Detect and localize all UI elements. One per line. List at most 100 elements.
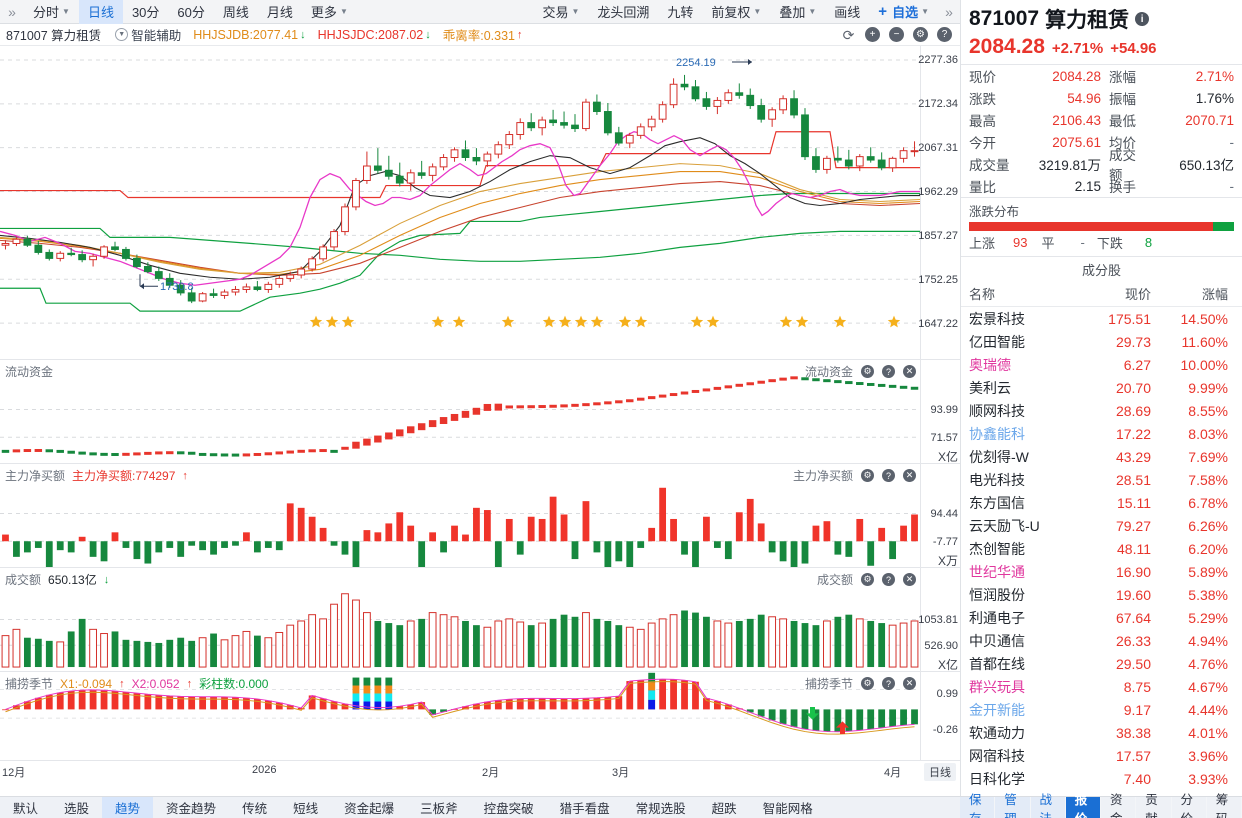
settings-gear-icon[interactable]: ⚙ — [913, 27, 928, 42]
tab-30min[interactable]: 30分 — [123, 0, 168, 24]
stock-row[interactable]: 中贝通信 26.33 4.94% — [961, 629, 1242, 652]
tab-60min[interactable]: 60分 — [168, 0, 213, 24]
stock-change: 5.89% — [1188, 563, 1228, 580]
pane-liquidity[interactable]: 流动资金 流动资金 ⚙ ? ✕ 93.99 71.57 X亿 — [0, 360, 960, 464]
help-icon[interactable]: ? — [937, 27, 952, 42]
stock-change: 4.94% — [1188, 632, 1228, 649]
toolbar-overflow-chevron-icon[interactable]: » — [8, 3, 16, 20]
tab-chips[interactable]: 筹码 — [1206, 793, 1242, 818]
strategy-fund-burst[interactable]: 资金起爆 — [331, 797, 407, 818]
toolbar-right-overflow-icon[interactable]: » — [945, 3, 953, 20]
menu-adjust-forward[interactable]: 前复权 ▼ — [702, 0, 770, 24]
refresh-icon[interactable]: ⟳ — [842, 26, 855, 43]
stock-row[interactable]: 电光科技 28.51 7.58% — [961, 468, 1242, 491]
add-to-watchlist-button[interactable]: + 自选 ▼ — [869, 0, 938, 24]
stock-row[interactable]: 网宿科技 17.57 3.96% — [961, 744, 1242, 767]
help-icon[interactable]: ? — [882, 677, 895, 690]
date-tick-4: 4月 — [884, 767, 902, 779]
stock-list: 宏景科技 175.51 14.50% 亿田智能 29.73 11.60% 奥瑞德 6.27 10… — [961, 307, 1242, 790]
strategy-regular-pick[interactable]: 常规选股 — [623, 797, 699, 818]
pane-fishing-season[interactable]: 捕捞季节 X1:-0.094 ↑ X2:0.052 ↑ 彩柱数:0.000 捕捞… — [0, 672, 960, 760]
menu-leader-backtrack[interactable]: 龙头回溯 — [588, 0, 658, 24]
quote-value-turnoverrate: - — [1229, 178, 1235, 194]
menu-trade[interactable]: 交易 ▼ — [533, 0, 588, 24]
turnover-unit: X亿 — [937, 658, 958, 672]
symbol-name: 算力租赁 — [1045, 9, 1130, 32]
strategy-trend[interactable]: 趋势 — [102, 796, 154, 818]
stock-row[interactable]: 宏景科技 175.51 14.50% — [961, 307, 1242, 330]
stock-change: 8.55% — [1188, 402, 1228, 419]
strategy-hunter-view[interactable]: 猎手看盘 — [547, 797, 623, 818]
pane-main-net-buy[interactable]: 主力净买额 主力净买额:774297 ↑ 主力净买额 ⚙ ? ✕ 94.44 -… — [0, 464, 960, 568]
strategy-control-breakout[interactable]: 控盘突破 — [471, 797, 547, 818]
strategy-default[interactable]: 默认 — [0, 797, 51, 818]
tab-price-split[interactable]: 分价 — [1171, 793, 1207, 818]
help-icon[interactable]: ? — [882, 365, 895, 378]
tab-save[interactable]: 保存 — [960, 793, 996, 818]
stock-row[interactable]: 首都在线 29.50 4.76% — [961, 652, 1242, 675]
stock-row[interactable]: 亿田智能 29.73 11.60% — [961, 330, 1242, 353]
tab-weekly[interactable]: 周线 — [214, 0, 258, 24]
settings-gear-icon[interactable]: ⚙ — [861, 469, 874, 482]
strategy-three-axes[interactable]: 三板斧 — [407, 797, 471, 818]
stock-row[interactable]: 日科化学 7.40 3.93% — [961, 767, 1242, 790]
strategy-stock-pick[interactable]: 选股 — [51, 797, 102, 818]
strategy-short-term[interactable]: 短线 — [280, 797, 331, 818]
tab-quote[interactable]: 报价 — [1065, 793, 1101, 818]
tab-rixian[interactable]: 日线 — [78, 0, 123, 24]
tab-manage[interactable]: 管理 — [995, 793, 1031, 818]
pane-main-price[interactable]: 2254.19 1730.8 2277.36 2172.34 2067.31 1… — [0, 46, 960, 360]
strategy-fund-trend[interactable]: 资金趋势 — [153, 797, 229, 818]
help-icon[interactable]: ? — [882, 469, 895, 482]
stock-price: 7.40 — [1123, 770, 1151, 787]
price-tick-1: 2172.34 — [918, 98, 958, 110]
strategy-smart-grid[interactable]: 智能网格 — [750, 797, 826, 818]
tab-fund[interactable]: 资金 — [1101, 793, 1137, 818]
help-icon[interactable]: ? — [882, 573, 895, 586]
close-icon[interactable]: ✕ — [903, 677, 916, 690]
strategy-traditional[interactable]: 传统 — [229, 797, 280, 818]
stock-row[interactable]: 恒润股份 19.60 5.38% — [961, 583, 1242, 606]
tab-monthly[interactable]: 月线 — [258, 0, 302, 24]
stock-row[interactable]: 世纪华通 16.90 5.89% — [961, 560, 1242, 583]
stock-row[interactable]: 奥瑞德 6.27 10.00% — [961, 353, 1242, 376]
quote-label-amplitude: 振幅 — [1109, 92, 1136, 107]
stock-price: 79.27 — [1115, 517, 1151, 534]
quote-value-low: 2070.71 — [1185, 112, 1234, 128]
tab-contribution[interactable]: 贡献 — [1136, 793, 1172, 818]
menu-drawline[interactable]: 画线 — [825, 0, 869, 24]
close-icon[interactable]: ✕ — [903, 365, 916, 378]
stock-row[interactable]: 协鑫能科 17.22 8.03% — [961, 422, 1242, 445]
settings-gear-icon[interactable]: ⚙ — [861, 573, 874, 586]
menu-nine-turn[interactable]: 九转 — [658, 0, 702, 24]
settings-gear-icon[interactable]: ⚙ — [861, 365, 874, 378]
stock-row[interactable]: 金开新能 9.17 4.44% — [961, 698, 1242, 721]
info-icon[interactable]: i — [1135, 12, 1150, 26]
stock-row[interactable]: 利通电子 67.64 5.29% — [961, 606, 1242, 629]
menu-overlay[interactable]: 叠加 ▼ — [770, 0, 825, 24]
menu-trade-label: 交易 — [542, 5, 569, 20]
strategy-oversold[interactable]: 超跌 — [699, 797, 750, 818]
close-icon[interactable]: ✕ — [903, 573, 916, 586]
stock-row[interactable]: 杰创智能 48.11 6.20% — [961, 537, 1242, 560]
tab-tactics[interactable]: 战法 — [1030, 793, 1066, 818]
stock-row[interactable]: 顺网科技 28.69 8.55% — [961, 399, 1242, 422]
fishing-tick-0: 0.99 — [936, 688, 958, 700]
stock-price: 48.11 — [1117, 540, 1151, 557]
stock-row[interactable]: 美利云 20.70 9.99% — [961, 376, 1242, 399]
stock-row[interactable]: 优刻得-W 43.29 7.69% — [961, 445, 1242, 468]
quote-value-avgprice: - — [1229, 134, 1235, 150]
down-count: 8 — [1144, 235, 1153, 250]
tab-more[interactable]: 更多 ▼ — [302, 0, 357, 24]
stock-row[interactable]: 东方国信 15.11 6.78% — [961, 491, 1242, 514]
stock-row[interactable]: 群兴玩具 8.75 4.67% — [961, 675, 1242, 698]
close-icon[interactable]: ✕ — [903, 469, 916, 482]
stock-row[interactable]: 软通动力 38.38 4.01% — [961, 721, 1242, 744]
smart-assist-toggle[interactable]: ▼ 智能辅助 — [115, 25, 181, 44]
settings-gear-icon[interactable]: ⚙ — [861, 677, 874, 690]
stock-row[interactable]: 云天励飞-U 79.27 6.26% — [961, 514, 1242, 537]
zoom-out-icon[interactable]: − — [889, 27, 904, 42]
zoom-in-icon[interactable]: + — [865, 27, 880, 42]
pane-turnover[interactable]: 成交额 650.13亿 ↓ 成交额 ⚙ ? ✕ 1053.81 526.90 X… — [0, 568, 960, 672]
tab-fenshi[interactable]: 分时 ▼ — [24, 0, 79, 24]
